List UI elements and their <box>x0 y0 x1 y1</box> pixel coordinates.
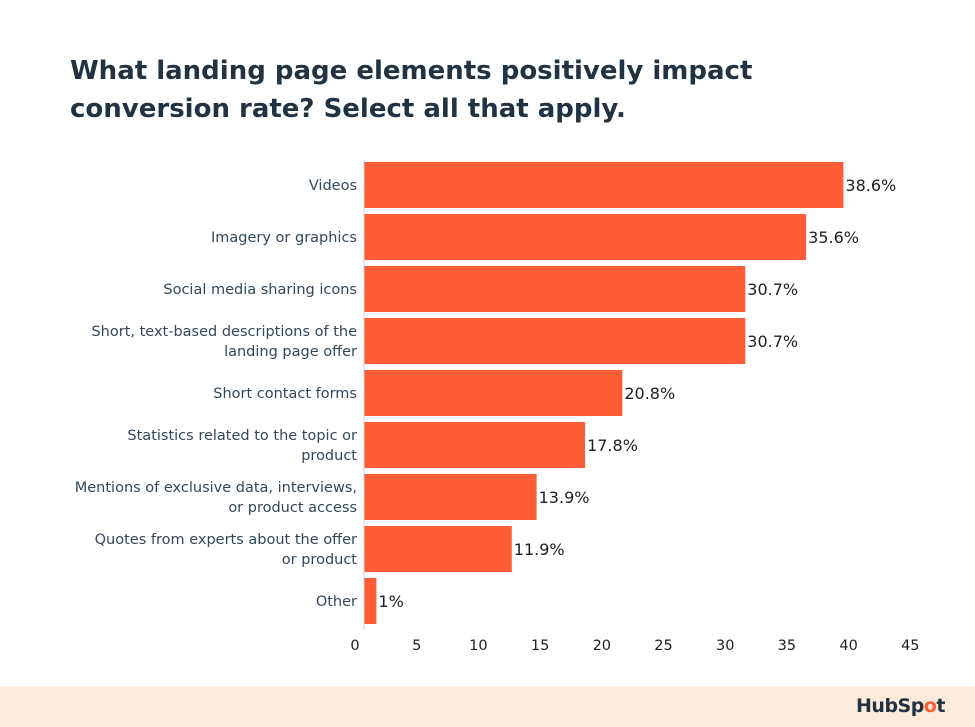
data-label: 30.7% <box>747 332 798 351</box>
x-tick-label: 40 <box>839 638 857 654</box>
category-label: landing page offer <box>224 344 357 360</box>
bar <box>364 318 746 364</box>
x-tick-label: 0 <box>350 638 359 654</box>
category-label: or product access <box>228 500 357 516</box>
data-label: 11.9% <box>514 540 565 559</box>
x-tick-label: 20 <box>593 638 611 654</box>
bar <box>364 266 746 312</box>
hubspot-logo: HubSpot <box>856 695 945 717</box>
x-tick-label: 15 <box>531 638 549 654</box>
x-tick-label: 5 <box>412 638 421 654</box>
bar <box>364 578 377 624</box>
category-label: Videos <box>309 178 357 194</box>
category-label: Imagery or graphics <box>211 230 357 246</box>
data-label: 17.8% <box>587 436 638 455</box>
data-label: 38.6% <box>845 176 896 195</box>
chart-title: What landing page elements positively im… <box>70 56 753 124</box>
category-label: Quotes from experts about the offer <box>95 532 357 548</box>
category-label: Statistics related to the topic or <box>127 428 357 444</box>
data-label: 30.7% <box>747 280 798 299</box>
bar <box>364 474 537 520</box>
category-label: product <box>301 448 357 464</box>
data-label: 20.8% <box>624 384 675 403</box>
x-tick-label: 45 <box>901 638 919 654</box>
data-label: 35.6% <box>808 228 859 247</box>
data-label: 13.9% <box>539 488 590 507</box>
category-label: or product <box>282 552 358 568</box>
category-label: Other <box>316 594 357 610</box>
category-label: Social media sharing icons <box>163 282 357 298</box>
x-tick-label: 30 <box>716 638 734 654</box>
bar <box>364 526 512 572</box>
x-tick-label: 10 <box>469 638 487 654</box>
category-label: Mentions of exclusive data, interviews, <box>75 480 357 496</box>
bar-chart: 38.6% Videos 35.6% Imagery or graphics 30.7%… <box>75 160 920 654</box>
x-tick-label: 25 <box>654 638 672 654</box>
x-tick-label: 35 <box>778 638 796 654</box>
bar <box>364 422 586 468</box>
category-label: Short, text-based descriptions of the <box>91 324 357 340</box>
category-label: Short contact forms <box>213 386 357 402</box>
bar <box>364 162 844 208</box>
bar <box>364 370 623 416</box>
bar <box>364 214 807 260</box>
footer: HubSpot <box>0 687 975 727</box>
data-label: 1% <box>378 592 403 611</box>
